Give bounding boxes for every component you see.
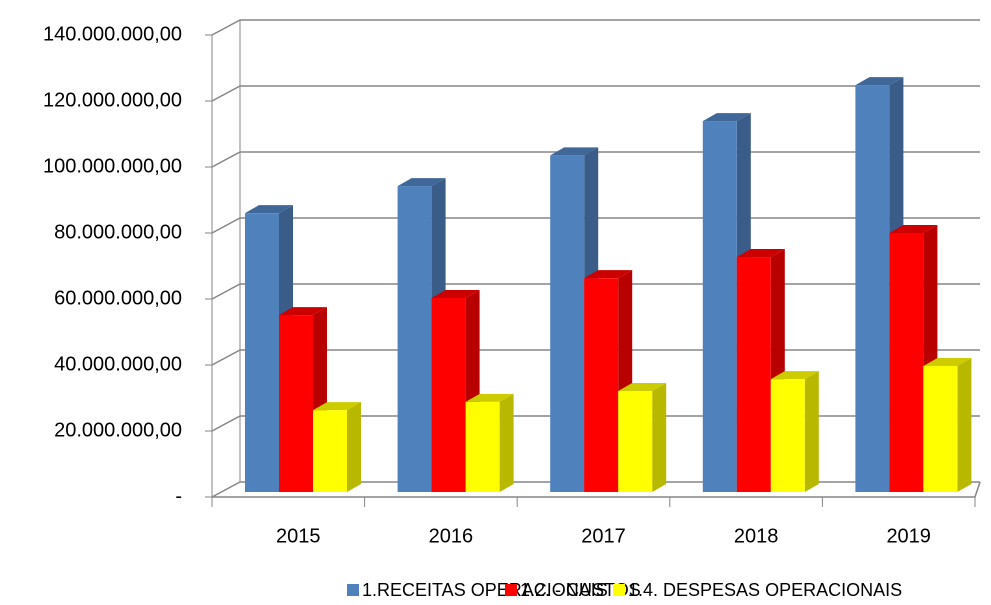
y-tick-label: 120.000.000,00 (43, 89, 182, 111)
bar-top (279, 307, 327, 316)
bar (313, 410, 347, 492)
bar-top (397, 178, 446, 187)
bar-side (804, 371, 819, 492)
x-tick-label: 2016 (429, 525, 474, 547)
y-tick-label: - (175, 485, 182, 507)
bar-top (550, 147, 599, 156)
bar-top (889, 224, 938, 233)
bar-top (245, 205, 293, 214)
bar (431, 297, 466, 492)
bar (923, 365, 958, 492)
legend-swatch (505, 584, 517, 596)
bar-top (465, 393, 514, 402)
y-tick-label: 100.000.000,00 (43, 155, 182, 177)
bar-top (618, 383, 667, 392)
bar (702, 121, 737, 492)
bar (889, 232, 924, 492)
x-tick-label: 2018 (734, 525, 779, 547)
legend-label: 1.RECEITAS OPERACIONAIS (362, 580, 608, 600)
bar (855, 85, 890, 493)
bar (279, 315, 313, 492)
bar-top (313, 402, 361, 411)
y-tick-label: 20.000.000,00 (54, 419, 182, 441)
bar (550, 155, 585, 492)
bar (465, 401, 500, 492)
bar-top (584, 270, 633, 279)
bar (736, 257, 771, 492)
y-tick-label: 80.000.000,00 (54, 221, 182, 243)
legend-swatch (613, 584, 625, 596)
bar-top (431, 289, 480, 298)
legend-label: 1.2. - CUSTOS (520, 580, 641, 600)
bar-side (957, 357, 972, 492)
legend-swatch (347, 584, 359, 596)
bar-side (347, 402, 361, 492)
bar-top (855, 77, 904, 86)
bar (245, 213, 279, 492)
bar-top (770, 371, 819, 380)
bar-side (652, 383, 667, 492)
bar (397, 186, 432, 492)
x-tick-label: 2019 (886, 525, 931, 547)
bar (770, 379, 805, 492)
bar-top (923, 357, 972, 366)
legend-label: 1.4. DESPESAS OPERACIONAIS (628, 580, 902, 600)
bar-top (736, 249, 785, 258)
bar-top (702, 113, 751, 122)
y-tick-label: 140.000.000,00 (43, 23, 182, 45)
y-tick-label: 60.000.000,00 (54, 287, 182, 309)
bar (584, 278, 619, 492)
grid-line (211, 19, 980, 36)
x-tick-label: 2017 (581, 525, 626, 547)
bar (618, 391, 653, 492)
bar-side (499, 393, 514, 492)
y-tick-label: 40.000.000,00 (54, 353, 182, 375)
grid-line (211, 85, 980, 102)
x-tick-label: 2015 (276, 525, 321, 547)
